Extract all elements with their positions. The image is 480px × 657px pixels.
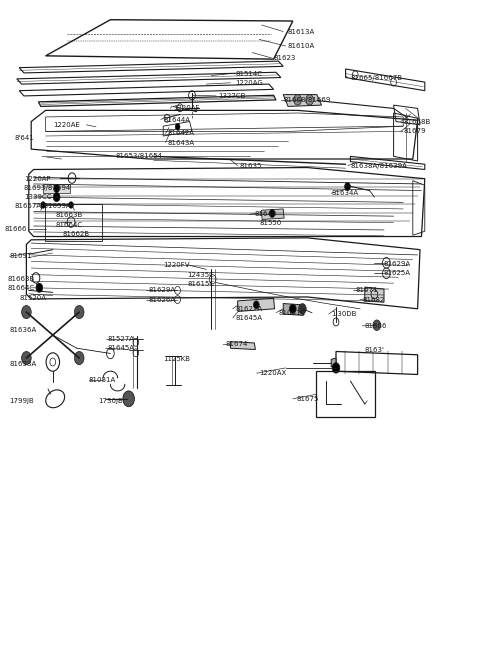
Polygon shape	[283, 95, 322, 106]
Text: 81691: 81691	[10, 253, 32, 260]
Text: 81623: 81623	[274, 55, 296, 61]
Text: 81664C: 81664C	[55, 221, 83, 228]
Polygon shape	[365, 287, 384, 302]
Text: 81668B: 81668B	[403, 118, 431, 125]
Circle shape	[41, 202, 46, 208]
Text: 81642A: 81642A	[168, 130, 195, 137]
Text: 81644A: 81644A	[163, 116, 190, 123]
Text: 81666: 81666	[5, 226, 27, 233]
Text: 81686: 81686	[365, 323, 387, 329]
Text: 1220AG: 1220AG	[235, 79, 263, 86]
Text: 81653/81654: 81653/81654	[115, 153, 162, 160]
Text: 81626A: 81626A	[149, 296, 176, 303]
Polygon shape	[331, 358, 336, 368]
Text: 81629A: 81629A	[149, 287, 176, 294]
Text: 81657A/81653A: 81657A/81653A	[14, 203, 71, 210]
Text: 1'30DB: 1'30DB	[331, 311, 357, 317]
Circle shape	[36, 283, 43, 292]
Text: 81633A: 81633A	[10, 361, 37, 367]
Circle shape	[373, 320, 381, 330]
Text: 81645A: 81645A	[108, 345, 135, 351]
Circle shape	[69, 202, 73, 208]
Text: 81674: 81674	[226, 341, 248, 348]
Circle shape	[22, 306, 31, 319]
Circle shape	[332, 363, 340, 373]
Text: 81527A: 81527A	[108, 336, 135, 342]
Circle shape	[53, 193, 60, 202]
Text: 1220AE: 1220AE	[53, 122, 80, 128]
Text: 81520A: 81520A	[19, 295, 46, 302]
Text: 1799JB: 1799JB	[10, 397, 35, 404]
Text: 81643: 81643	[254, 211, 277, 217]
Circle shape	[123, 391, 134, 407]
Circle shape	[74, 306, 84, 319]
Circle shape	[253, 301, 259, 309]
Circle shape	[306, 95, 313, 105]
Text: 1220AF: 1220AF	[173, 105, 199, 112]
Text: 81636A: 81636A	[10, 327, 37, 333]
Text: 81663B: 81663B	[55, 212, 83, 219]
Text: 81610A: 81610A	[288, 43, 315, 49]
Text: 81671: 81671	[355, 287, 378, 294]
Text: 81679: 81679	[403, 128, 426, 135]
Circle shape	[175, 124, 180, 130]
Text: 12435C: 12435C	[187, 271, 214, 278]
Text: 81662B: 81662B	[62, 231, 90, 237]
Text: 1125KB: 1125KB	[163, 355, 190, 362]
Text: 1327CB: 1327CB	[218, 93, 246, 99]
Text: 81693/81694: 81693/81694	[24, 185, 71, 191]
Text: 1220AP: 1220AP	[24, 175, 50, 182]
Text: 81682: 81682	[362, 296, 385, 303]
Text: 81625A: 81625A	[384, 270, 411, 277]
Circle shape	[269, 210, 275, 217]
Circle shape	[294, 95, 301, 105]
Text: 8'641: 8'641	[14, 135, 34, 141]
Text: 81665/81667B: 81665/81667B	[350, 74, 402, 81]
Text: 81615C: 81615C	[187, 281, 215, 287]
Circle shape	[345, 183, 350, 191]
Polygon shape	[283, 304, 303, 315]
Text: 81675: 81675	[297, 396, 319, 402]
Circle shape	[54, 185, 60, 193]
Text: 81663B: 81663B	[7, 275, 35, 282]
Text: 81550: 81550	[259, 220, 281, 227]
Text: 81635: 81635	[240, 162, 263, 169]
Text: 1730JB: 1730JB	[98, 397, 123, 404]
Text: 81643A: 81643A	[168, 139, 195, 146]
Text: 8163': 8163'	[365, 346, 384, 353]
Text: 1339CC: 1339CC	[24, 194, 51, 200]
Text: 81081C: 81081C	[278, 309, 306, 316]
Text: 81664C: 81664C	[7, 284, 35, 291]
Text: 81645A: 81645A	[235, 315, 262, 321]
Text: 81668/81669: 81668/81669	[283, 97, 331, 103]
Text: 81514C: 81514C	[235, 70, 262, 77]
Text: 81629A: 81629A	[384, 261, 411, 267]
Polygon shape	[230, 342, 255, 350]
Polygon shape	[43, 184, 70, 193]
Circle shape	[74, 351, 84, 365]
Text: 81638A/81639A: 81638A/81639A	[350, 162, 407, 169]
Text: 1220AX: 1220AX	[259, 370, 287, 376]
Text: 81634A: 81634A	[331, 190, 359, 196]
Circle shape	[299, 304, 306, 314]
Polygon shape	[262, 209, 284, 219]
Circle shape	[22, 351, 31, 365]
Text: 1220FV: 1220FV	[163, 262, 190, 269]
Circle shape	[289, 304, 296, 313]
Text: 81627A: 81627A	[235, 306, 263, 312]
Text: 81613A: 81613A	[288, 28, 315, 35]
Text: 81081A: 81081A	[89, 376, 116, 383]
Polygon shape	[238, 298, 275, 311]
